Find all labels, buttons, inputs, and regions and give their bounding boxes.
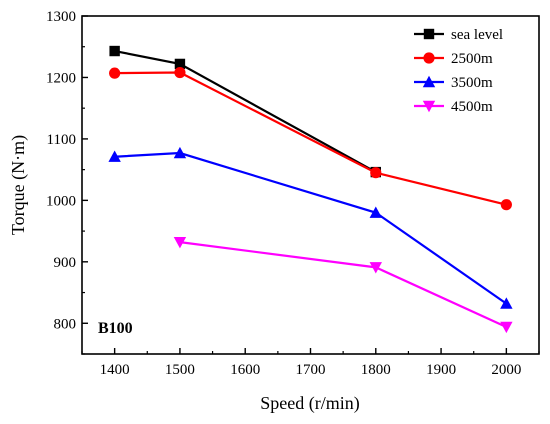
y-tick-label: 1200 xyxy=(46,70,76,86)
series-1 xyxy=(109,45,381,178)
legend-swatch-marker xyxy=(423,28,435,40)
x-tick-label: 1400 xyxy=(100,362,130,378)
series-line xyxy=(114,151,507,305)
x-tick-label: 2000 xyxy=(491,362,521,378)
data-point xyxy=(500,321,513,334)
legend-swatch-marker xyxy=(422,100,436,113)
x-axis-title: Speed (r/min) xyxy=(260,393,359,414)
series-line xyxy=(179,241,507,328)
data-point xyxy=(174,58,186,70)
y-tick-label: 1100 xyxy=(47,132,76,148)
data-point xyxy=(369,206,382,218)
legend-item: 3500m xyxy=(414,75,493,91)
legend-item: 4500m xyxy=(414,99,493,115)
data-point xyxy=(108,150,121,162)
series-line xyxy=(114,71,507,206)
legend-label: sea level xyxy=(451,27,503,43)
y-tick-label: 1300 xyxy=(46,9,76,25)
x-tick-label: 1500 xyxy=(165,362,195,378)
legend-item: sea level xyxy=(414,27,503,43)
series-3 xyxy=(108,146,513,309)
x-tick-label: 1800 xyxy=(361,362,391,378)
legend-swatch-marker xyxy=(423,52,435,64)
y-tick-label: 800 xyxy=(54,316,77,332)
legend-label: 4500m xyxy=(451,99,493,115)
data-point xyxy=(500,199,512,211)
legend-item: 2500m xyxy=(414,51,493,67)
series-4 xyxy=(173,236,513,334)
y-tick-label: 1000 xyxy=(46,193,76,209)
data-point xyxy=(173,236,187,249)
legend-label: 2500m xyxy=(451,51,493,67)
x-tick-label: 1900 xyxy=(426,362,456,378)
data-point xyxy=(370,167,382,179)
data-point xyxy=(173,146,187,159)
legend-label: 3500m xyxy=(451,75,493,91)
data-point xyxy=(174,66,186,79)
y-tick-label: 900 xyxy=(54,255,77,271)
x-tick-label: 1600 xyxy=(230,362,260,378)
annotation-label: B100 xyxy=(98,320,133,337)
data-point xyxy=(109,67,121,79)
data-point xyxy=(500,297,513,309)
data-point xyxy=(109,45,120,57)
x-tick-label: 1700 xyxy=(296,362,326,378)
y-axis-title: Torque (N·m) xyxy=(8,135,29,235)
series-2 xyxy=(109,66,512,211)
legend-swatch-marker xyxy=(422,75,436,88)
data-point xyxy=(369,262,382,274)
